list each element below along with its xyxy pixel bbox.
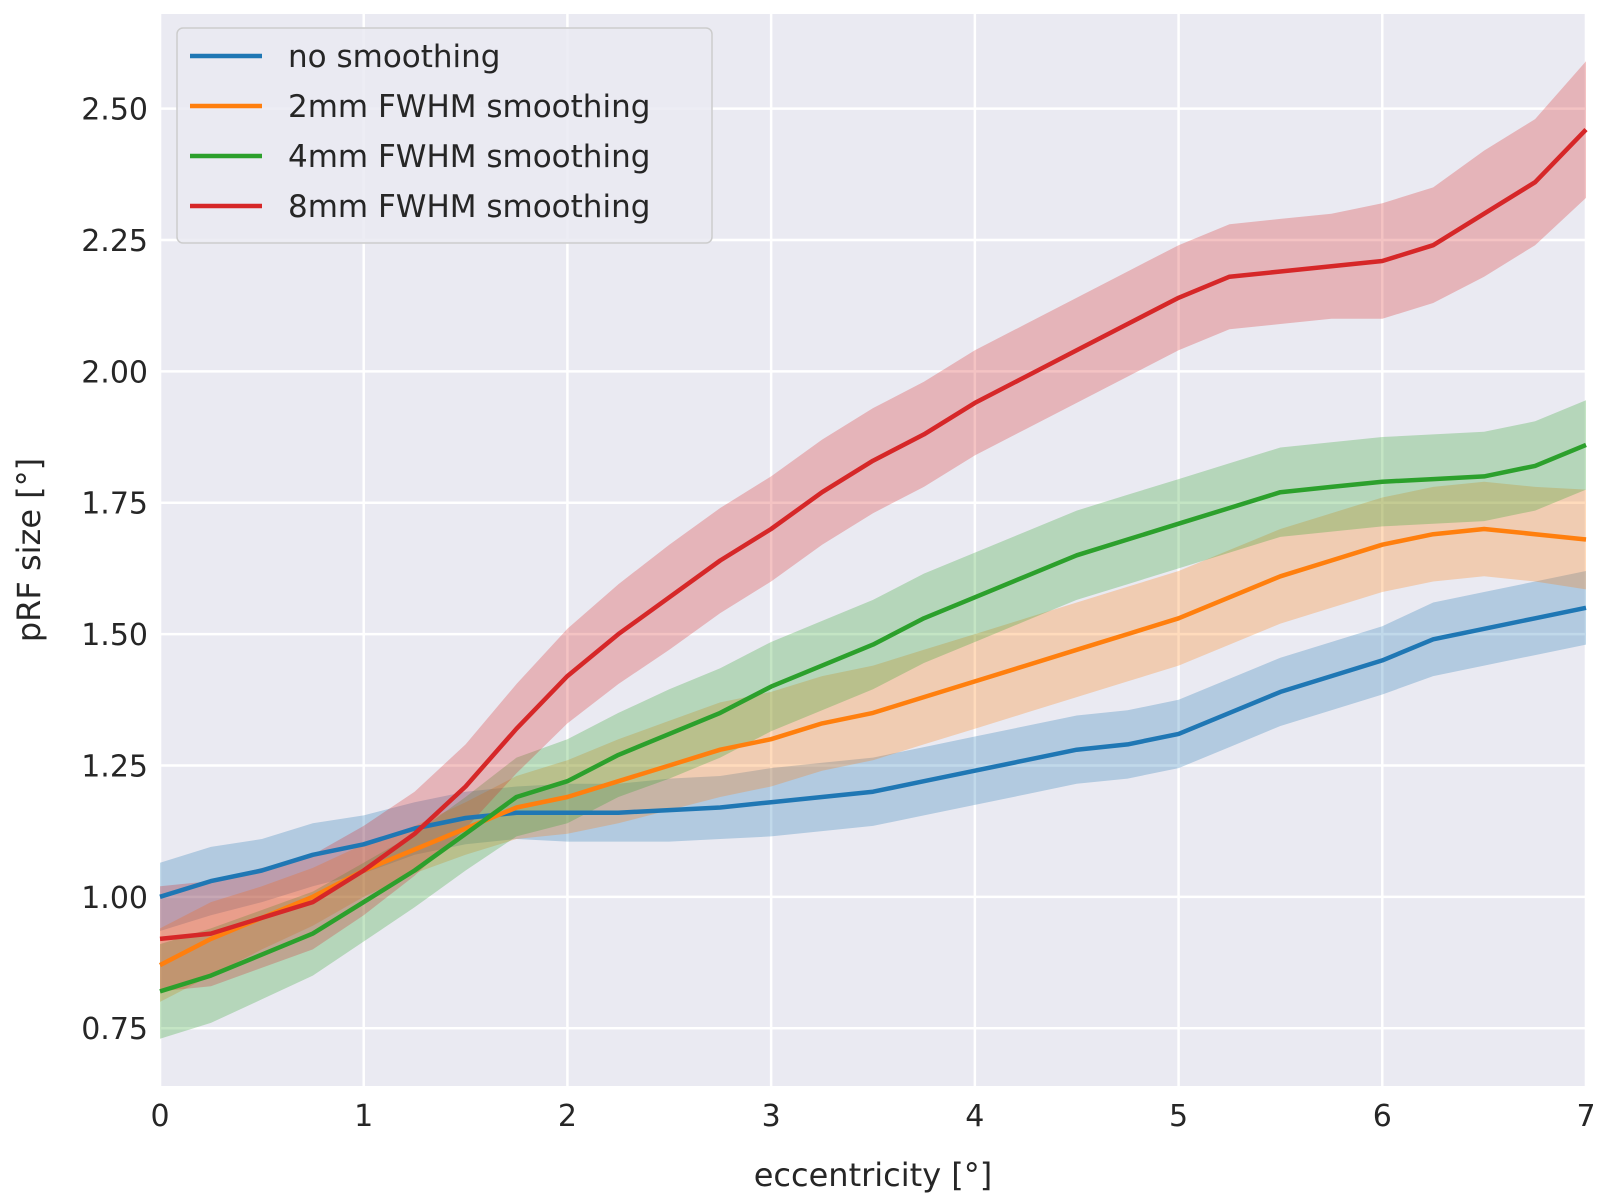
y-tick-label: 1.75 [81, 487, 148, 522]
y-tick-label: 1.00 [81, 881, 148, 916]
confidence-band [160, 481, 1586, 1002]
legend: no smoothing 2mm FWHM smoothing 4mm FWHM s… [176, 27, 713, 244]
x-tick-label: 7 [1576, 1099, 1595, 1134]
x-axis-label: eccentricity [°] [754, 1156, 993, 1194]
x-tick-label: 3 [762, 1099, 781, 1134]
confidence-band [160, 61, 1586, 992]
series-lines [158, 128, 1588, 994]
x-tick-label: 4 [965, 1099, 984, 1134]
legend-entry-label: 2mm FWHM smoothing [288, 89, 650, 125]
x-tick-label: 0 [150, 1099, 169, 1134]
y-tick-label: 2.00 [81, 355, 148, 390]
y-tick-label: 2.25 [81, 224, 148, 259]
y-tick-label: 1.25 [81, 749, 148, 784]
x-tick-label: 2 [558, 1099, 577, 1134]
legend-entry-label: 4mm FWHM smoothing [288, 139, 650, 175]
y-axis-label: pRF size [°] [10, 458, 48, 642]
confidence-band [160, 571, 1586, 931]
y-tick-label: 2.50 [81, 93, 148, 128]
x-tick-label: 6 [1373, 1099, 1392, 1134]
series-line [159, 605, 1587, 899]
y-tick-label: 1.50 [81, 618, 148, 653]
series-line [159, 442, 1587, 994]
series-line [158, 526, 1587, 968]
confidence-bands [160, 61, 1586, 1039]
x-tick-labels: 0 1 2 3 4 5 6 7 [150, 1099, 1595, 1134]
series-line [159, 128, 1588, 942]
legend-entry-label: 8mm FWHM smoothing [288, 189, 650, 225]
confidence-band [160, 400, 1586, 1039]
x-tick-label: 5 [1169, 1099, 1188, 1134]
legend-entry-label: no smoothing [288, 39, 501, 75]
y-tick-labels: 0.75 1.00 1.25 1.50 1.75 2.00 2.25 2.50 [81, 93, 148, 1048]
y-tick-label: 0.75 [81, 1012, 148, 1047]
x-tick-label: 1 [354, 1099, 373, 1134]
legend-box [176, 27, 713, 244]
